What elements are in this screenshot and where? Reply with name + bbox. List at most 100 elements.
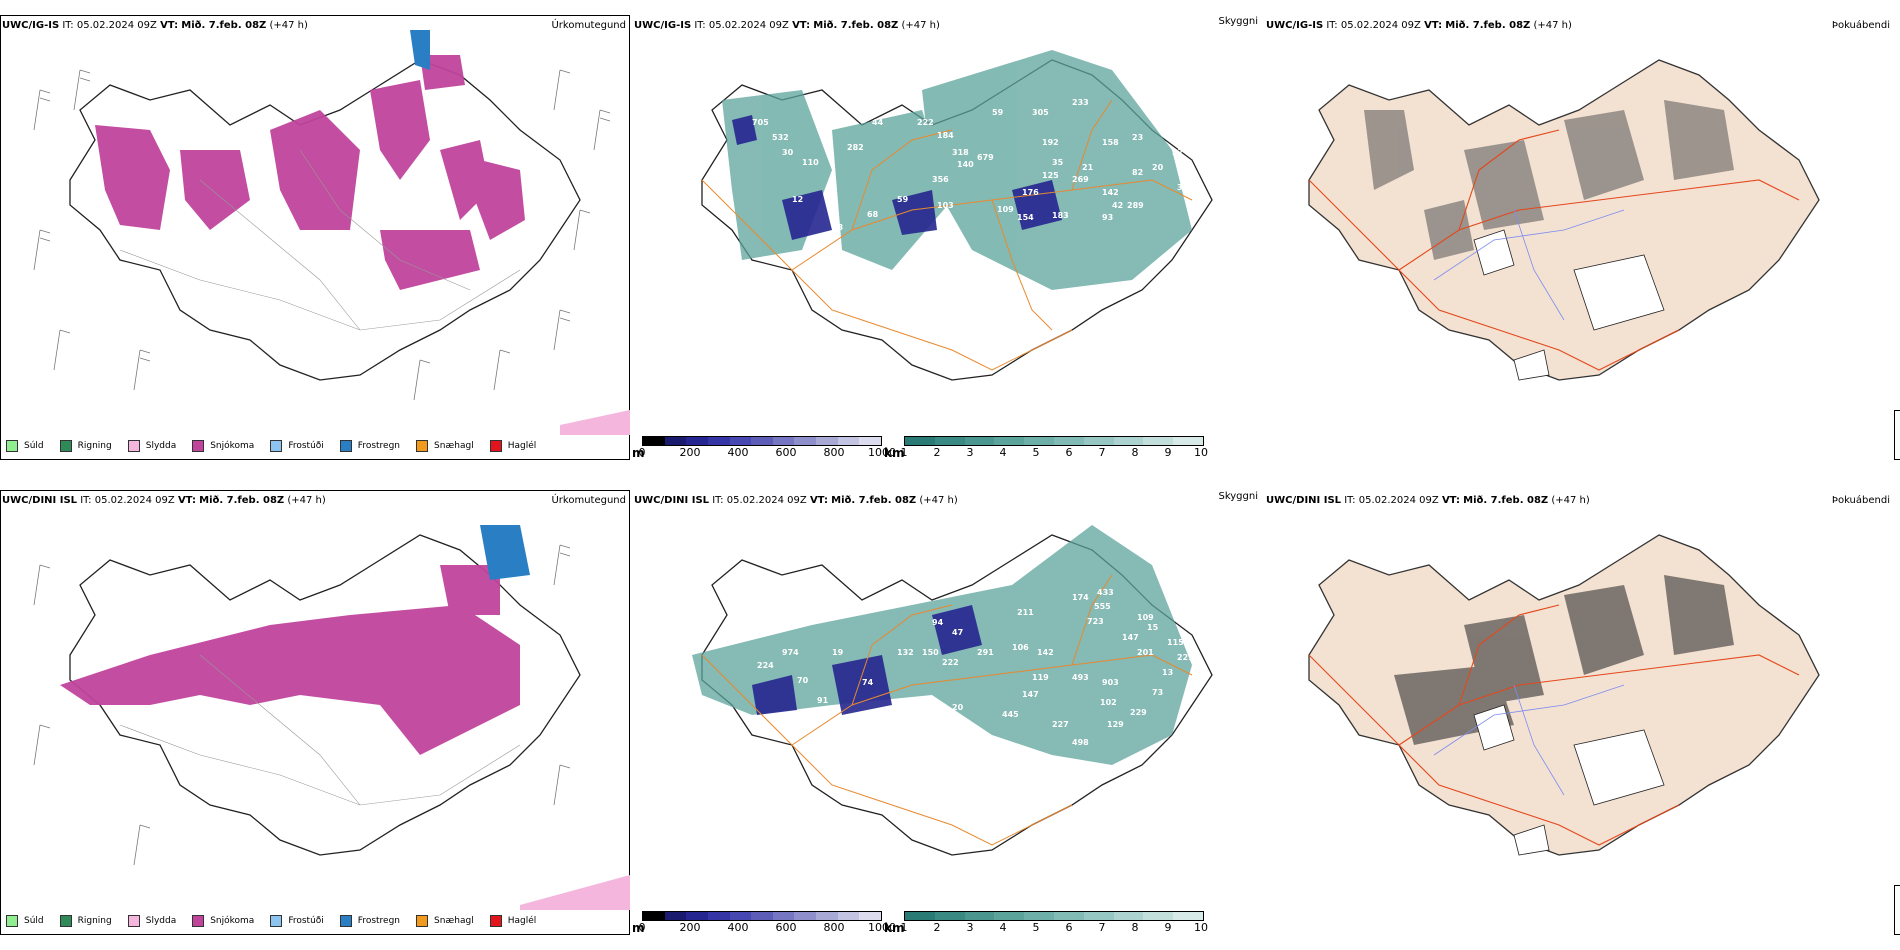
- fog-index-panel: UWC/IG-IS IT: 05.02.2024 09Z VT: Mið. 7.…: [1264, 0, 1900, 475]
- ceiling-label: 222: [917, 118, 934, 127]
- legend-label: Frostregn: [357, 916, 401, 926]
- it-label: IT:: [712, 495, 724, 506]
- ceiling-label: 142: [1037, 648, 1054, 657]
- ceiling-label: 19: [832, 648, 844, 657]
- ceiling-label: 318: [952, 148, 969, 157]
- legend-item-graupel: Snæhagl: [416, 915, 474, 927]
- ceiling-unit: m: [632, 446, 645, 460]
- panel-header: UWC/IG-IS IT: 05.02.2024 09Z VT: Mið. 7.…: [634, 20, 940, 31]
- ceiling-label: 82: [1132, 168, 1143, 177]
- map-frame: [0, 15, 630, 460]
- freezing-rain-areas: [480, 525, 530, 580]
- snowfall-areas: [60, 565, 520, 755]
- cloud-visibility-panel: UWC/IG-IS IT: 05.02.2024 09Z VT: Mið. 7.…: [632, 0, 1900, 475]
- ceiling-label: 33: [1177, 183, 1188, 192]
- ceiling-label: 147: [1022, 690, 1039, 699]
- iceland-outline: [1308, 534, 1820, 856]
- ceiling-label: 224: [757, 661, 774, 670]
- ceiling-label: 20: [1152, 163, 1164, 172]
- ceiling-label: 229: [1130, 708, 1147, 717]
- ceiling-label: 70: [797, 676, 809, 685]
- vt-value: Mið. 7.feb. 08Z: [831, 495, 917, 506]
- legend-label: Snjókoma: [210, 441, 255, 451]
- ceiling-label: 110: [802, 158, 819, 167]
- ceiling-label: 103: [937, 201, 954, 210]
- legend-item-freezing-drizzle: Frostúði: [270, 440, 324, 452]
- ceiling-colorbar: 0 200 400 600 800 1000: [639, 911, 896, 939]
- legend-item-drizzle: Súld: [6, 440, 44, 452]
- rivers: [1433, 684, 1625, 796]
- ceiling-label: 102: [1100, 698, 1117, 707]
- lead-time: (+47 h): [1551, 495, 1590, 506]
- ceiling-label: 93: [1102, 213, 1113, 222]
- ceiling-label: 106: [1012, 643, 1029, 652]
- ceiling-label: 21: [1082, 163, 1094, 172]
- roads: [119, 149, 521, 331]
- tick-label: 2: [933, 446, 941, 459]
- ceiling-label: 109: [1137, 613, 1154, 622]
- visibility-colorbar-ticks: 1 2 3 4 5 6 7 8 9 10: [900, 446, 1209, 460]
- legend-label: Súld: [24, 916, 44, 926]
- forecast-row-1: UWC/IG-IS IT: 05.02.2024 09Z VT: Mið. 7.…: [0, 0, 1900, 475]
- tick-label: 7: [1098, 446, 1106, 459]
- legend-item-rain: Rigning: [59, 440, 112, 452]
- it-label: IT:: [62, 20, 74, 31]
- tick-label: 5: [1032, 446, 1040, 459]
- glaciers: [1473, 229, 1665, 381]
- ceiling-label: 356: [932, 175, 949, 184]
- product-title: Úrkomutegund: [551, 20, 626, 31]
- ceiling-label: 129: [1107, 720, 1124, 729]
- legend-label: Súld: [24, 441, 44, 451]
- legend-label: Slydda: [145, 441, 177, 451]
- ceiling-label: 119: [1032, 673, 1049, 682]
- tick-label: 1: [900, 446, 908, 459]
- tick-label: 4: [999, 446, 1007, 459]
- ceiling-label: 150: [922, 648, 939, 657]
- product-title: Skyggni: [1218, 491, 1258, 502]
- sleet-areas: [520, 875, 630, 910]
- legend-item-freezing-drizzle: Frostúði: [270, 915, 324, 927]
- ceiling-label: 433: [1097, 588, 1114, 597]
- vt-label: VT:: [1441, 495, 1460, 506]
- visibility-colorbar: 1 2 3 4 5 6 7 8 9 10: [901, 911, 1208, 939]
- visibility-colorbar-strip: [904, 911, 1204, 921]
- precip-type-legend: Súld Rigning Slydda Snjókoma Frostúði Fr…: [6, 438, 552, 454]
- ceiling-colorbar-strip: [642, 911, 882, 921]
- legend-item-freezing-rain: Frostregn: [339, 440, 400, 452]
- it-value: 05.02.2024 09Z: [1340, 20, 1421, 31]
- roads: [701, 574, 1193, 846]
- tick-label: 400: [727, 446, 749, 459]
- tick-label: 6: [1065, 446, 1073, 459]
- tick-label: 10: [1194, 446, 1208, 459]
- tick-label: 8: [1131, 446, 1139, 459]
- tick-label: 9: [1164, 921, 1172, 934]
- ceiling-label: 15: [1147, 623, 1159, 632]
- ceiling-label: 154: [1017, 213, 1034, 222]
- iceland-fog-map: [1308, 534, 1820, 856]
- it-label: IT:: [1344, 495, 1356, 506]
- lead-time: (+47 h): [1533, 20, 1572, 31]
- ceiling-label: 59: [992, 108, 1004, 117]
- precip-type-panel: UWC/IG-IS IT: 05.02.2024 09Z VT: Mið. 7.…: [0, 0, 632, 475]
- vt-value: Mið. 7.feb. 08Z: [1463, 495, 1549, 506]
- model-name: UWC/IG-IS: [1266, 20, 1324, 31]
- legend-label: Snæhagl: [434, 916, 474, 926]
- roads: [1308, 129, 1800, 371]
- ceiling-label: 201: [1137, 648, 1154, 657]
- ceiling-label: 115: [1167, 638, 1184, 647]
- panel-header: UWC/IG-IS IT: 05.02.2024 09Z VT: Mið. 7.…: [1266, 20, 1572, 31]
- ceiling-label: 30: [782, 148, 794, 157]
- ceiling-label: 59: [897, 195, 909, 204]
- ceiling-label: 132: [897, 648, 914, 657]
- lead-time: (+47 h): [269, 20, 308, 31]
- vt-value: Mið. 7.feb. 08Z: [813, 20, 899, 31]
- sleet-areas: [560, 410, 630, 435]
- panel-header: UWC/IG-IS IT: 05.02.2024 09Z VT: Mið. 7.…: [2, 20, 308, 31]
- vt-label: VT:: [792, 20, 811, 31]
- ceiling-label: 679: [977, 153, 994, 162]
- rivers: [1433, 209, 1625, 321]
- tick-label: 1000: [868, 446, 896, 459]
- lead-time: (+47 h): [287, 495, 326, 506]
- tick-label: 800: [823, 446, 845, 459]
- tick-label: 7: [1098, 921, 1106, 934]
